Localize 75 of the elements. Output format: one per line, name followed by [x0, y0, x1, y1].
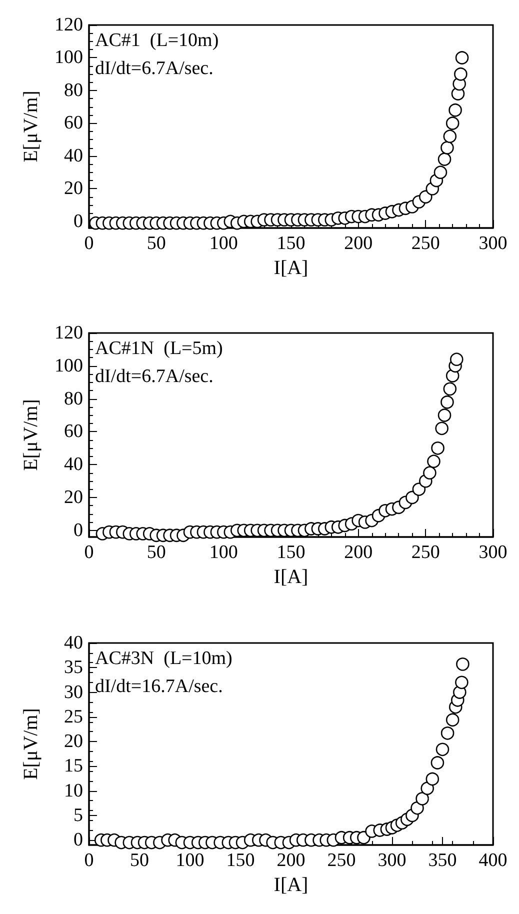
annotation: AC#3N (L=10m) — [95, 648, 232, 669]
y-tick-label: 35 — [64, 657, 83, 678]
point — [435, 422, 448, 436]
x-tick-label: 300 — [378, 850, 406, 871]
point — [427, 454, 440, 468]
x-tick-label: 250 — [411, 233, 440, 254]
point — [440, 726, 454, 740]
y-tick-label: 100 — [54, 355, 83, 376]
x-tick-label: 200 — [344, 542, 373, 563]
y-tick-label: 20 — [64, 731, 83, 752]
annotation: AC#1N (L=5m) — [95, 338, 223, 359]
x-tick-label: 150 — [276, 233, 306, 254]
y-tick-label: 10 — [64, 780, 83, 802]
annotation: dI/dt=16.7A/sec. — [95, 676, 223, 697]
y-tick-label: 60 — [64, 421, 83, 442]
y-tick-label: 80 — [64, 80, 83, 101]
point — [455, 676, 468, 690]
y-tick-label: 80 — [64, 388, 83, 410]
x-tick-label: 50 — [146, 233, 166, 254]
point — [426, 772, 440, 786]
y-axis-title: E[μV/m] — [20, 399, 42, 471]
y-tick-label: 60 — [64, 112, 83, 134]
y-tick-label: 20 — [64, 178, 83, 200]
x-axis-title: I[A] — [274, 874, 308, 896]
x-tick-label: 250 — [411, 542, 440, 563]
y-tick-label: 0 — [74, 210, 83, 232]
annotation: dI/dt=6.7A/sec. — [95, 366, 214, 387]
x-tick-label: 200 — [276, 850, 306, 871]
point — [440, 395, 454, 409]
x-tick-label: 100 — [176, 850, 204, 871]
point — [412, 482, 426, 496]
y-tick-label: 5 — [74, 804, 83, 826]
point — [423, 466, 436, 480]
y-tick-label: 25 — [64, 706, 83, 728]
y-tick-label: 20 — [64, 487, 83, 508]
point — [416, 792, 429, 806]
y-tick-label: 40 — [64, 145, 83, 166]
x-axis-title: I[A] — [274, 256, 308, 279]
x-tick-label: 400 — [478, 850, 508, 871]
y-tick-label: 0 — [74, 830, 83, 851]
x-tick-label: 150 — [226, 850, 255, 871]
y-tick-label: 30 — [64, 682, 83, 703]
annotation: AC#1 (L=10m) — [95, 30, 219, 51]
y-tick-label: 0 — [74, 520, 83, 541]
point — [456, 658, 470, 671]
y-axis-title: E[μV/m] — [20, 90, 42, 162]
annotation: dI/dt=6.7A/sec. — [95, 58, 214, 79]
y-axis-title: E[μV/m] — [20, 708, 42, 780]
x-tick-label: 300 — [478, 542, 508, 563]
point — [450, 352, 464, 366]
x-tick-label: 100 — [209, 542, 238, 563]
x-tick-label: 150 — [276, 542, 306, 563]
x-tick-label: 300 — [478, 233, 508, 254]
x-tick-label: 250 — [327, 850, 356, 871]
y-tick-label: 40 — [64, 632, 83, 654]
x-tick-label: 200 — [344, 233, 373, 254]
x-axis-title: I[A] — [274, 566, 308, 588]
point — [446, 713, 460, 727]
y-tick-label: 120 — [54, 14, 83, 36]
y-tick-label: 120 — [54, 322, 83, 344]
y-tick-label: 100 — [54, 47, 83, 68]
x-tick-label: 50 — [146, 542, 166, 563]
x-tick-label: 100 — [209, 233, 238, 254]
x-tick-label: 50 — [130, 850, 149, 871]
y-tick-label: 15 — [64, 756, 83, 777]
point — [410, 801, 424, 815]
x-tick-label: 350 — [428, 850, 457, 871]
point — [420, 782, 434, 795]
point — [406, 490, 419, 504]
point — [436, 742, 450, 756]
point — [430, 756, 444, 770]
y-tick-label: 40 — [64, 454, 83, 476]
point — [431, 442, 444, 455]
point — [443, 382, 457, 396]
point — [438, 408, 452, 422]
